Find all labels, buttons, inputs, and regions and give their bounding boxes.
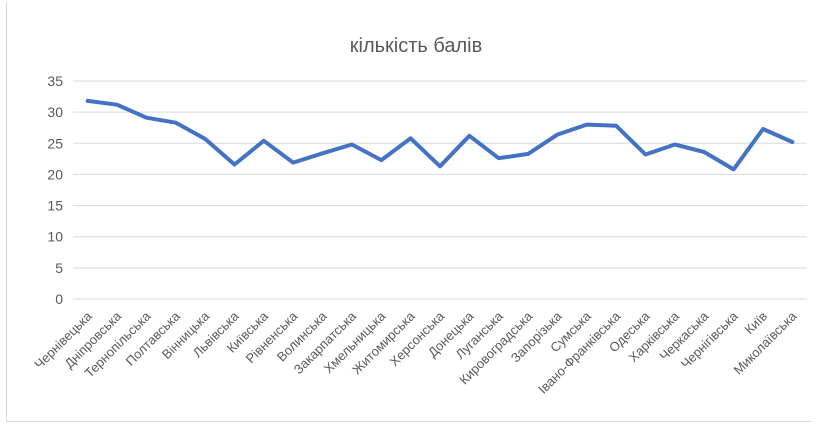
y-tick-label: 15 (47, 198, 63, 214)
chart-title: кількість балів (350, 35, 482, 57)
y-tick-label: 25 (47, 135, 63, 151)
y-tick-label: 0 (55, 291, 63, 307)
y-tick-label: 30 (47, 104, 63, 120)
y-tick-label: 35 (47, 73, 63, 89)
y-tick-label: 10 (47, 229, 63, 245)
series-line (85, 98, 795, 172)
y-tick-label: 20 (47, 166, 63, 182)
y-tick-label: 5 (55, 260, 63, 276)
chart-area: кількість балів 0 5 10 15 20 25 30 35 Чернівець… (6, 2, 812, 422)
